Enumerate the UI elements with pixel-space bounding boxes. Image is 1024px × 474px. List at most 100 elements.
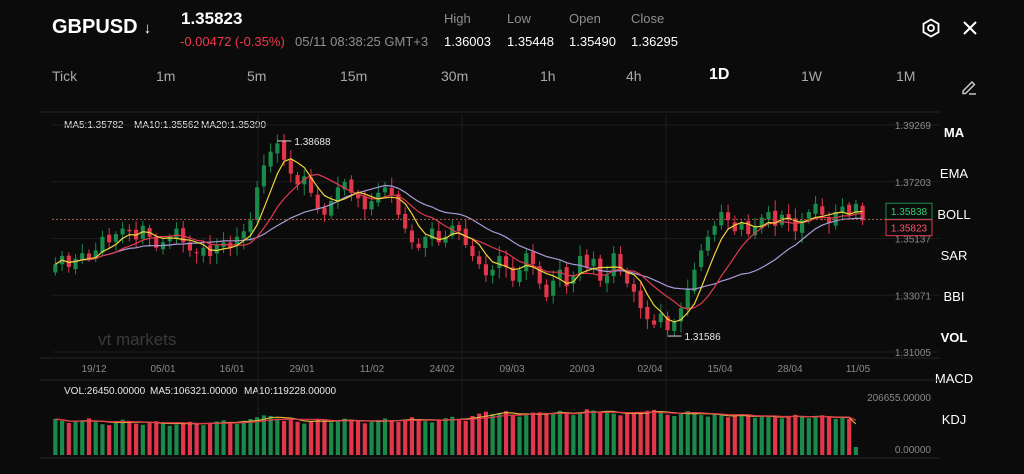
candle-body — [826, 217, 832, 224]
volume-bar — [248, 419, 253, 455]
x-tick-label: 09/03 — [499, 364, 524, 375]
tab-5m[interactable]: 5m — [247, 68, 267, 84]
candle-body — [591, 258, 596, 267]
volume-bar — [73, 421, 78, 455]
candle-body — [416, 243, 421, 248]
volume-bar — [396, 422, 401, 455]
volume-bar — [813, 416, 818, 455]
candle-body — [705, 236, 710, 251]
volume-bar — [786, 415, 791, 455]
indicator-boll[interactable]: BOLL — [937, 207, 971, 222]
volume-bar — [470, 415, 475, 455]
tab-1d[interactable]: 1D — [709, 66, 730, 83]
volume-bar — [329, 422, 334, 455]
volume-bar — [692, 412, 697, 455]
price-tag-label: 1.35823 — [891, 224, 928, 235]
symbol-title[interactable]: GBPUSD ↓ — [52, 16, 151, 39]
close-icon[interactable] — [960, 18, 980, 38]
indicator-bbi[interactable]: BBI — [943, 289, 965, 304]
y-tick-label: 1.37203 — [895, 178, 932, 189]
candle-body — [786, 213, 791, 221]
volume-bar — [382, 418, 388, 455]
timestamp: 05/11 08:38:25 GMT+3 — [295, 34, 429, 49]
candle-body — [847, 204, 852, 215]
volume-bar — [463, 420, 468, 455]
candle-body — [739, 223, 744, 230]
tab-1m[interactable]: 1m — [156, 68, 176, 84]
tab-1w[interactable]: 1W — [801, 68, 822, 84]
candle-body — [584, 254, 589, 267]
candle-body — [382, 187, 388, 193]
x-tick-label: 19/12 — [81, 364, 106, 375]
volume-bar — [167, 425, 172, 455]
candle-body — [752, 225, 758, 236]
tab-tick[interactable]: Tick — [52, 68, 78, 84]
volume-bar — [369, 421, 374, 455]
candle-body — [517, 269, 522, 283]
volume-bar — [234, 423, 240, 455]
volume-bar — [638, 412, 643, 455]
volume-bar — [147, 422, 152, 455]
candle-body — [524, 253, 529, 272]
volume-bar — [201, 425, 206, 455]
annotation-label: 1.31586 — [685, 332, 722, 343]
volume-bar — [773, 417, 778, 455]
tab-30m[interactable]: 30m — [441, 68, 469, 84]
ma5-line — [55, 158, 863, 323]
volume-bar — [826, 417, 832, 455]
indicator-sar[interactable]: SAR — [940, 248, 968, 263]
volume-bar — [423, 421, 428, 455]
volume-bar — [530, 412, 536, 455]
x-tick-label: 24/02 — [429, 364, 454, 375]
volume-bar — [517, 416, 522, 455]
indicator-ma[interactable]: MA — [943, 125, 965, 140]
volume-bar — [107, 425, 112, 455]
candle-body — [329, 201, 334, 216]
candle-body — [853, 203, 858, 213]
candle-body — [80, 253, 85, 261]
volume-bar — [288, 419, 293, 455]
x-tick-label: 15/04 — [707, 364, 732, 375]
legend-vol-ma10: MA10:119228.00000 — [244, 386, 337, 397]
candle-body — [793, 218, 798, 232]
volume-bar — [618, 415, 623, 455]
settings-hexagon-icon[interactable] — [921, 18, 941, 38]
candle-body — [504, 256, 509, 267]
candle-body — [315, 194, 320, 210]
candle-body — [208, 245, 213, 256]
indicator-vol[interactable]: VOL — [940, 330, 968, 345]
stat-high-value: 1.36003 — [444, 34, 491, 49]
candle-body — [773, 210, 778, 226]
indicator-macd[interactable]: MACD — [934, 371, 974, 386]
tab-15m[interactable]: 15m — [340, 68, 368, 84]
candle-body — [73, 258, 78, 270]
candle-body — [530, 251, 536, 265]
volume-bar — [504, 411, 509, 455]
tab-4h[interactable]: 4h — [626, 68, 642, 84]
indicator-ema[interactable]: EMA — [939, 166, 969, 181]
volume-bar — [510, 415, 515, 455]
tab-1h[interactable]: 1h — [540, 68, 556, 84]
tab-1mo[interactable]: 1M — [896, 68, 916, 84]
pencil-draw-icon[interactable] — [960, 78, 978, 96]
volume-bar — [389, 420, 394, 455]
candle-body — [241, 231, 246, 239]
vol-y-tick-label: 206655.00000 — [867, 393, 931, 404]
candle-body — [295, 175, 300, 185]
price-change: -0.00472 (-0.35%) — [180, 34, 285, 49]
indicator-kdj[interactable]: KDJ — [941, 412, 967, 427]
volume-bar — [557, 410, 562, 455]
candle-body — [113, 234, 118, 242]
candle-body — [194, 252, 199, 254]
candle-body — [652, 320, 657, 325]
x-tick-label: 29/01 — [289, 364, 314, 375]
volume-bar — [685, 411, 690, 455]
volume-bar — [551, 412, 556, 455]
candle-body — [423, 236, 428, 249]
volume-bar — [544, 414, 549, 455]
candle-body — [127, 229, 132, 232]
candle-body — [443, 236, 448, 243]
volume-bar — [140, 424, 145, 455]
candle-body — [342, 181, 347, 190]
